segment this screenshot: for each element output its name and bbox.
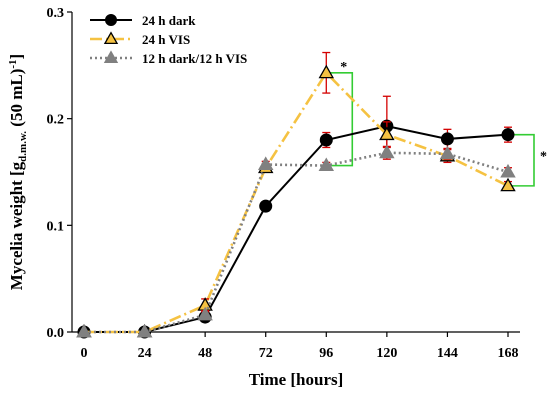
x-tick-label: 24	[138, 346, 152, 361]
y-tick-label: 0.1	[47, 219, 65, 234]
y-axis-title-end: ]	[7, 54, 26, 60]
data-point	[319, 133, 333, 147]
data-point	[136, 323, 153, 338]
data-point	[439, 145, 456, 160]
data-point	[501, 128, 515, 142]
significance-marker: *	[340, 60, 347, 75]
x-tick-label: 96	[319, 346, 333, 361]
y-ticks: 0.0 0.1 0.2 0.3	[47, 6, 72, 341]
y-axis-title-superscript: -1	[7, 59, 19, 68]
series-line	[84, 151, 509, 334]
x-tick-label: 48	[198, 346, 212, 361]
x-tick-label: 168	[498, 346, 519, 361]
x-tick-label: 72	[259, 346, 273, 361]
data-point	[440, 132, 454, 146]
y-tick-label: 0.3	[47, 6, 65, 21]
x-ticks: 0 24 48 72 96 120 144 168	[81, 332, 519, 361]
data-point	[318, 157, 335, 172]
data-point	[105, 14, 117, 26]
axes: 0.0 0.1 0.2 0.3 0 24 48 72 96 120 144 168	[47, 6, 520, 361]
y-axis-title-volume: (50 mL)	[7, 69, 26, 131]
x-tick-label: 0	[81, 346, 88, 361]
series-group	[77, 95, 515, 339]
x-axis-title: Time [hours]	[249, 370, 344, 389]
y-tick-label: 0.0	[47, 326, 65, 341]
y-axis-title: Mycelia weight [gd.m.w. (50 mL)-1]	[7, 54, 29, 290]
data-point	[318, 64, 335, 79]
significance-marker: *	[540, 149, 547, 164]
legend: 24 h dark 24 h VIS 12 h dark/12 h VIS	[90, 13, 247, 66]
data-point	[379, 126, 395, 141]
data-point	[103, 50, 119, 64]
series-layer	[76, 51, 516, 339]
data-point	[197, 306, 213, 321]
legend-label: 24 h VIS	[142, 32, 190, 47]
legend-label: 12 h dark/12 h VIS	[142, 51, 247, 66]
legend-label: 24 h dark	[142, 13, 196, 28]
data-point	[500, 177, 516, 192]
x-tick-label: 144	[437, 346, 458, 361]
series-group	[76, 51, 516, 338]
significance-brackets: **	[326, 60, 547, 187]
series-line	[84, 70, 509, 334]
series-group	[76, 144, 516, 338]
significance-bracket	[326, 72, 354, 167]
data-point	[76, 323, 92, 338]
data-point	[500, 163, 516, 178]
data-point	[257, 156, 274, 170]
y-axis-title-subscript: d.m.w.	[17, 131, 29, 162]
data-point	[259, 199, 273, 213]
y-tick-label: 0.2	[47, 113, 65, 128]
y-axis-title-main: Mycelia weight [g	[7, 161, 26, 290]
significance-bracket	[508, 133, 535, 187]
x-tick-label: 120	[376, 346, 397, 361]
data-point	[379, 144, 395, 159]
data-point	[103, 31, 119, 45]
